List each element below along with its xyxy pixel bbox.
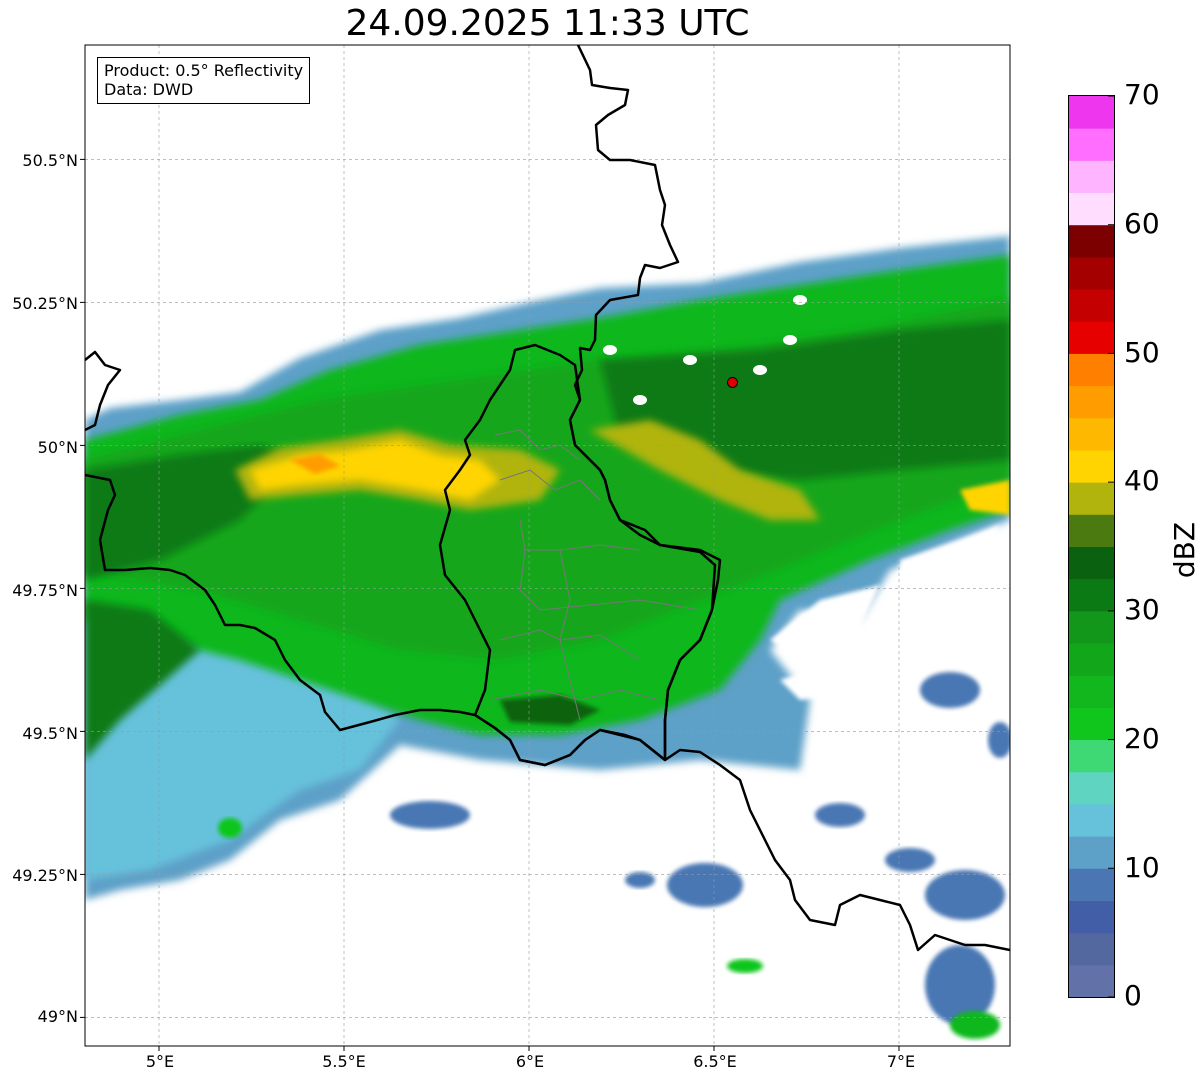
echo-cell (390, 801, 470, 829)
admin-boundary (519, 549, 701, 611)
echo-cell (950, 1011, 1000, 1039)
lat-tick-label: 50.5°N (22, 151, 78, 170)
colorbar-tick-label: 50 (1124, 336, 1160, 369)
echo-cell (815, 803, 865, 827)
data-source-label: Data: DWD (104, 80, 194, 99)
echo-area (290, 454, 340, 474)
echo-area (85, 600, 200, 760)
echo-area (500, 695, 600, 725)
echo-area (960, 480, 1010, 515)
lat-tick-label: 50.25°N (12, 294, 78, 313)
colorbar-segment (1069, 900, 1114, 934)
lon-tick-label: 6.5°E (693, 1052, 737, 1071)
colorbar-tick-label: 70 (1124, 78, 1160, 111)
echo-gap (783, 335, 797, 345)
lon-tick-label: 7°E (886, 1052, 916, 1071)
border-belgium-netherlands (85, 350, 122, 432)
lon-tick-label: 6°E (515, 1052, 545, 1071)
echo-gap (683, 355, 697, 365)
colorbar-segment (1069, 771, 1114, 805)
lat-tick-label: 49°N (37, 1007, 78, 1026)
colorbar-segment (1069, 675, 1114, 708)
colorbar-segment (1069, 160, 1114, 194)
colorbar-segment (1069, 578, 1114, 612)
colorbar-segment (1069, 192, 1114, 226)
echo-area (590, 420, 820, 520)
map-title: 24.09.2025 11:33 UTC (345, 3, 750, 44)
echo-area (250, 440, 500, 500)
echo-cell (218, 818, 242, 838)
lat-tick-label: 49.5°N (22, 724, 78, 743)
colorbar-segment (1069, 321, 1114, 354)
colorbar-tick-label: 60 (1124, 207, 1160, 240)
colorbar-segment (1069, 514, 1114, 547)
echo-gap (753, 365, 767, 375)
admin-boundary (489, 689, 661, 701)
echo-cell (667, 863, 743, 907)
colorbar-segment (1069, 256, 1114, 290)
echo-area (900, 525, 1000, 600)
colorbar-segment (1069, 868, 1114, 901)
border-germany-west (568, 45, 722, 760)
echo-cell (885, 848, 935, 872)
colorbar-segment (1069, 385, 1114, 419)
colorbar-segment (1069, 932, 1114, 966)
border-luxembourg (438, 343, 717, 767)
radar-echoes (85, 45, 1010, 1046)
grid-lines (85, 45, 1010, 1046)
colorbar-segment (1069, 836, 1114, 869)
colorbar (1068, 95, 1115, 998)
echo-cell (988, 722, 1010, 758)
colorbar-label: dBZ (1168, 521, 1201, 579)
lon-tick-label: 5.5°E (322, 1052, 366, 1071)
colorbar-segment (1069, 546, 1114, 580)
echo-gap (793, 295, 807, 305)
echo-cell (920, 672, 980, 708)
colorbar-segment (1069, 707, 1114, 741)
colorbar-segment (1069, 449, 1114, 483)
admin-boundary (559, 549, 581, 721)
colorbar-segment (1069, 610, 1114, 644)
echo-cell (625, 872, 655, 888)
radar-site-marker (727, 376, 738, 388)
colorbar-tick-label: 40 (1124, 464, 1160, 497)
colorbar-segment (1069, 482, 1114, 515)
product-label: Product: 0.5° Reflectivity (104, 61, 304, 80)
colorbar-tick-label: 30 (1124, 593, 1160, 626)
colorbar-segment (1069, 643, 1114, 676)
colorbar-segment (1069, 803, 1114, 837)
admin-boundary (494, 429, 581, 461)
admin-boundary (499, 469, 601, 501)
lat-tick-label: 49.75°N (12, 581, 78, 600)
echo-area (600, 320, 1010, 480)
lon-tick-label: 5°E (145, 1052, 175, 1071)
info-box: Product: 0.5° Reflectivity Data: DWD (97, 57, 311, 104)
colorbar-segment (1069, 353, 1114, 387)
colorbar-tick-label: 10 (1124, 851, 1160, 884)
colorbar-tick-label: 20 (1124, 722, 1160, 755)
colorbar-segment (1069, 964, 1114, 997)
echo-gap (603, 345, 617, 355)
plot-frame (84, 44, 1011, 1047)
colorbar-segment (1069, 417, 1114, 451)
echo-area (770, 585, 880, 660)
lat-tick-label: 50°N (37, 438, 78, 457)
echo-cell (727, 959, 763, 973)
colorbar-segment (1069, 289, 1114, 322)
echo-gap (633, 395, 647, 405)
colorbar-segment (1069, 739, 1114, 773)
border-germany-france (664, 748, 1010, 952)
lat-tick-label: 49.25°N (12, 866, 78, 885)
colorbar-segment (1069, 224, 1114, 258)
echo-cell (925, 945, 995, 1025)
colorbar-tick-label: 0 (1124, 979, 1142, 1012)
colorbar-segment (1069, 96, 1114, 129)
echo-area (780, 660, 860, 700)
echo-cell (925, 870, 1005, 920)
colorbar-segment (1069, 128, 1114, 161)
